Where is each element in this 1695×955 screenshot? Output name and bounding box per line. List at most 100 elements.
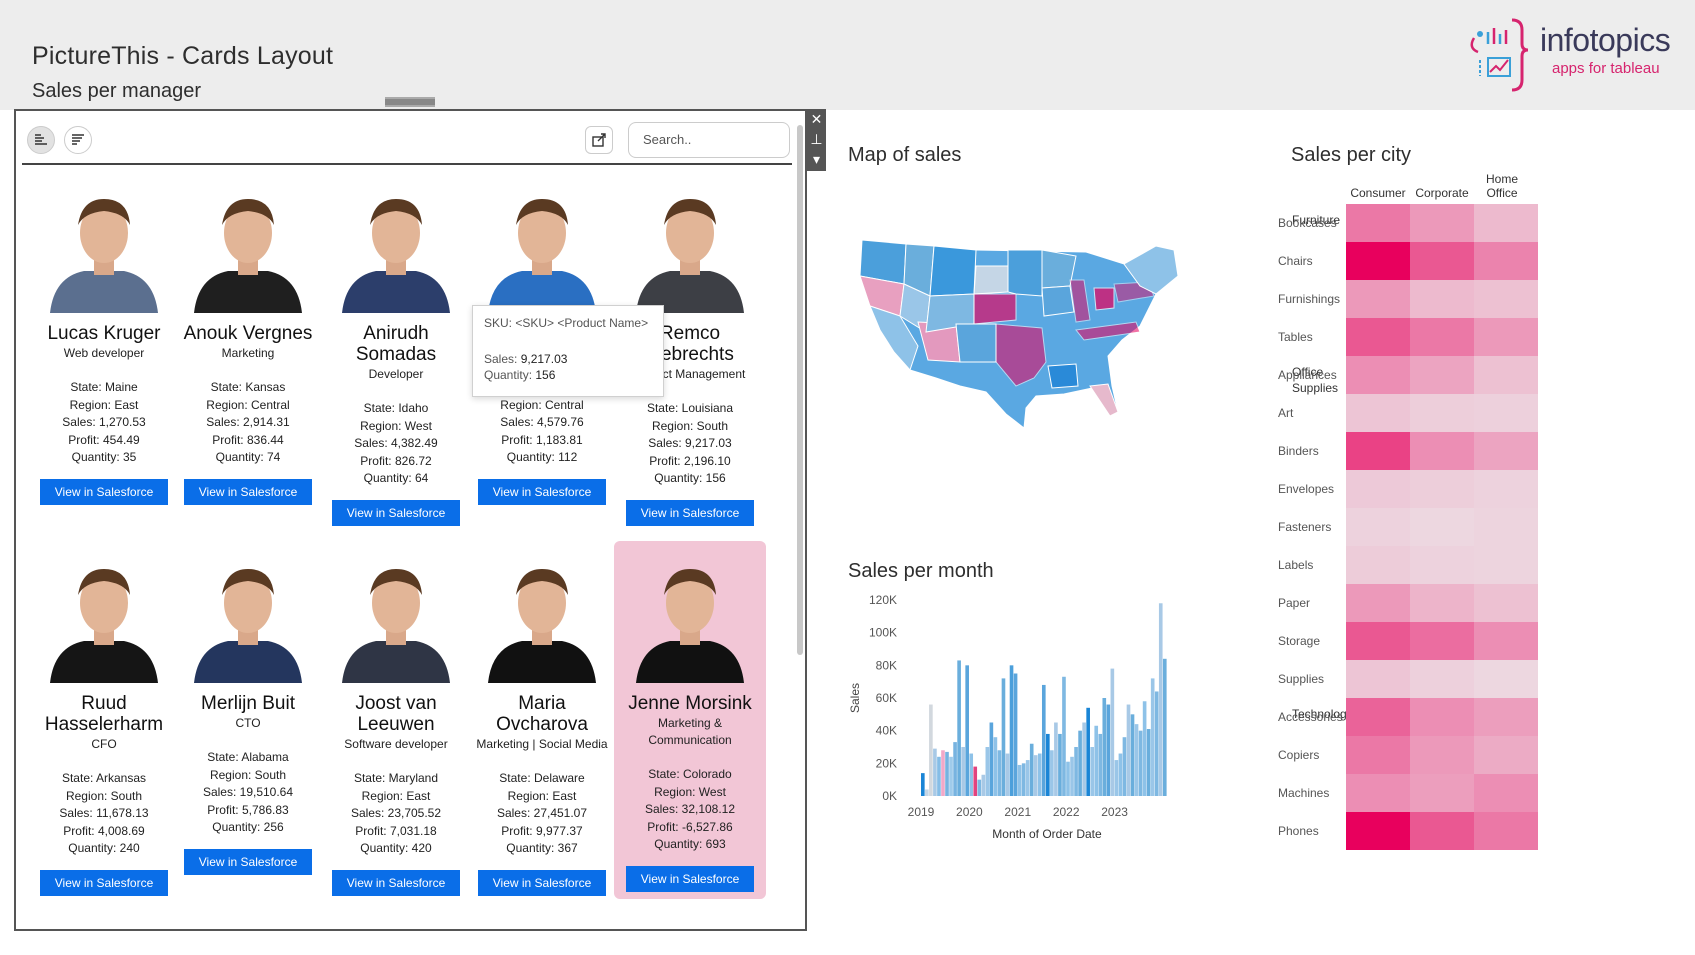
bar[interactable] — [1114, 760, 1119, 796]
bar[interactable] — [945, 751, 949, 796]
manager-card[interactable]: Remco Liebrechts Project Management State:… — [614, 171, 766, 526]
view-in-salesforce-button[interactable]: View in Salesforce — [478, 478, 606, 505]
bar[interactable] — [1138, 730, 1143, 796]
heatmap-cell[interactable] — [1474, 204, 1538, 242]
bar[interactable] — [929, 704, 933, 796]
bar[interactable] — [1066, 761, 1070, 796]
bar[interactable] — [1154, 691, 1159, 796]
heatmap-cell[interactable] — [1410, 584, 1474, 622]
manager-card[interactable]: Lucas Kruger Web developer State: Maine Reg… — [28, 171, 180, 505]
bar[interactable] — [1102, 698, 1107, 796]
bar[interactable] — [1070, 756, 1074, 796]
heatmap-cell[interactable] — [1346, 698, 1410, 736]
heatmap-cell[interactable] — [1474, 394, 1538, 432]
heatmap-cell[interactable] — [1474, 774, 1538, 812]
heatmap-cell[interactable] — [1346, 508, 1410, 546]
bar[interactable] — [1090, 747, 1095, 796]
bar[interactable] — [981, 774, 986, 796]
heatmap-cell[interactable] — [1474, 584, 1538, 622]
heatmap-cell[interactable] — [1474, 280, 1538, 318]
bar[interactable] — [933, 748, 937, 796]
close-icon[interactable]: ✕ — [810, 111, 823, 127]
heatmap-cell[interactable] — [1346, 204, 1410, 242]
heatmap-cell[interactable] — [1474, 736, 1538, 774]
bar[interactable] — [1146, 729, 1151, 796]
bar[interactable] — [921, 773, 925, 796]
bar[interactable] — [1082, 722, 1086, 797]
manager-card[interactable]: Anirudh Somadas Developer State: Idaho Regi… — [320, 171, 472, 526]
heatmap-cell[interactable] — [1410, 204, 1474, 242]
bar[interactable] — [941, 750, 945, 796]
bar[interactable] — [1005, 753, 1010, 796]
heatmap-cell[interactable] — [1474, 432, 1538, 470]
us-sales-map[interactable] — [856, 236, 1216, 436]
sort-lines-icon[interactable] — [64, 126, 92, 154]
bar[interactable] — [1054, 722, 1058, 797]
bar[interactable] — [1058, 733, 1062, 796]
bar[interactable] — [1013, 673, 1018, 797]
bar[interactable] — [1134, 724, 1139, 796]
bar[interactable] — [1130, 714, 1135, 796]
bar[interactable] — [1086, 707, 1090, 796]
heatmap-cell[interactable] — [1474, 242, 1538, 280]
bar[interactable] — [1046, 733, 1050, 796]
heatmap-cell[interactable] — [1474, 356, 1538, 394]
heatmap-cell[interactable] — [1474, 318, 1538, 356]
export-icon[interactable] — [585, 126, 613, 154]
heatmap-cell[interactable] — [1410, 432, 1474, 470]
view-in-salesforce-button[interactable]: View in Salesforce — [626, 865, 754, 892]
bar[interactable] — [953, 742, 957, 796]
heatmap-cell[interactable] — [1410, 660, 1474, 698]
bar[interactable] — [925, 789, 929, 796]
heatmap-cell[interactable] — [1346, 812, 1410, 850]
bar[interactable] — [961, 747, 965, 796]
manager-card[interactable]: Jenne Morsink Marketing & Communication St… — [614, 541, 766, 899]
heatmap-cell[interactable] — [1346, 280, 1410, 318]
heatmap-cell[interactable] — [1346, 432, 1410, 470]
heatmap-cell[interactable] — [1346, 660, 1410, 698]
bar[interactable] — [1041, 684, 1046, 796]
bar[interactable] — [1118, 753, 1123, 796]
bar[interactable] — [1158, 603, 1163, 796]
bar[interactable] — [977, 779, 982, 796]
heatmap-cell[interactable] — [1410, 698, 1474, 736]
heatmap-cell[interactable] — [1410, 318, 1474, 356]
heatmap-cell[interactable] — [1346, 394, 1410, 432]
heatmap-cell[interactable] — [1410, 774, 1474, 812]
bar[interactable] — [1142, 701, 1147, 796]
bar[interactable] — [1021, 763, 1026, 796]
bar[interactable] — [937, 756, 941, 796]
view-in-salesforce-button[interactable]: View in Salesforce — [184, 478, 312, 505]
heatmap-cell[interactable] — [1346, 470, 1410, 508]
sort-bars-icon[interactable] — [27, 126, 55, 154]
bar[interactable] — [969, 753, 974, 796]
bar[interactable] — [1094, 725, 1099, 796]
manager-card[interactable]: Merlijn Buit CTO State: Alabama Region: Sou… — [172, 541, 324, 875]
heatmap-cell[interactable] — [1410, 508, 1474, 546]
bar[interactable] — [1150, 678, 1155, 796]
heatmap-cell[interactable] — [1410, 622, 1474, 660]
view-in-salesforce-button[interactable]: View in Salesforce — [332, 869, 460, 896]
bar[interactable] — [1062, 676, 1066, 796]
heatmap-cell[interactable] — [1346, 242, 1410, 280]
heatmap-cell[interactable] — [1346, 546, 1410, 584]
sales-per-month-chart[interactable]: 0K 20K 40K 60K 80K 100K 120K Sales 2019 2020 2021 2… — [845, 590, 1190, 900]
heatmap-cell[interactable] — [1474, 470, 1538, 508]
search-input[interactable] — [628, 122, 790, 158]
heatmap-cell[interactable] — [1346, 356, 1410, 394]
bar[interactable] — [973, 766, 978, 796]
bar[interactable] — [1033, 755, 1038, 796]
heatmap-cell[interactable] — [1410, 356, 1474, 394]
view-in-salesforce-button[interactable]: View in Salesforce — [332, 499, 460, 526]
view-in-salesforce-button[interactable]: View in Salesforce — [40, 478, 168, 505]
heatmap-cell[interactable] — [1410, 394, 1474, 432]
bar[interactable] — [1009, 665, 1014, 796]
bar[interactable] — [997, 750, 1002, 796]
pin-icon[interactable]: ⊥ — [810, 131, 823, 147]
heatmap-cell[interactable] — [1346, 318, 1410, 356]
view-in-salesforce-button[interactable]: View in Salesforce — [184, 848, 312, 875]
heatmap-cell[interactable] — [1474, 622, 1538, 660]
heatmap-cell[interactable] — [1346, 736, 1410, 774]
heatmap-cell[interactable] — [1410, 470, 1474, 508]
heatmap-cell[interactable] — [1474, 812, 1538, 850]
